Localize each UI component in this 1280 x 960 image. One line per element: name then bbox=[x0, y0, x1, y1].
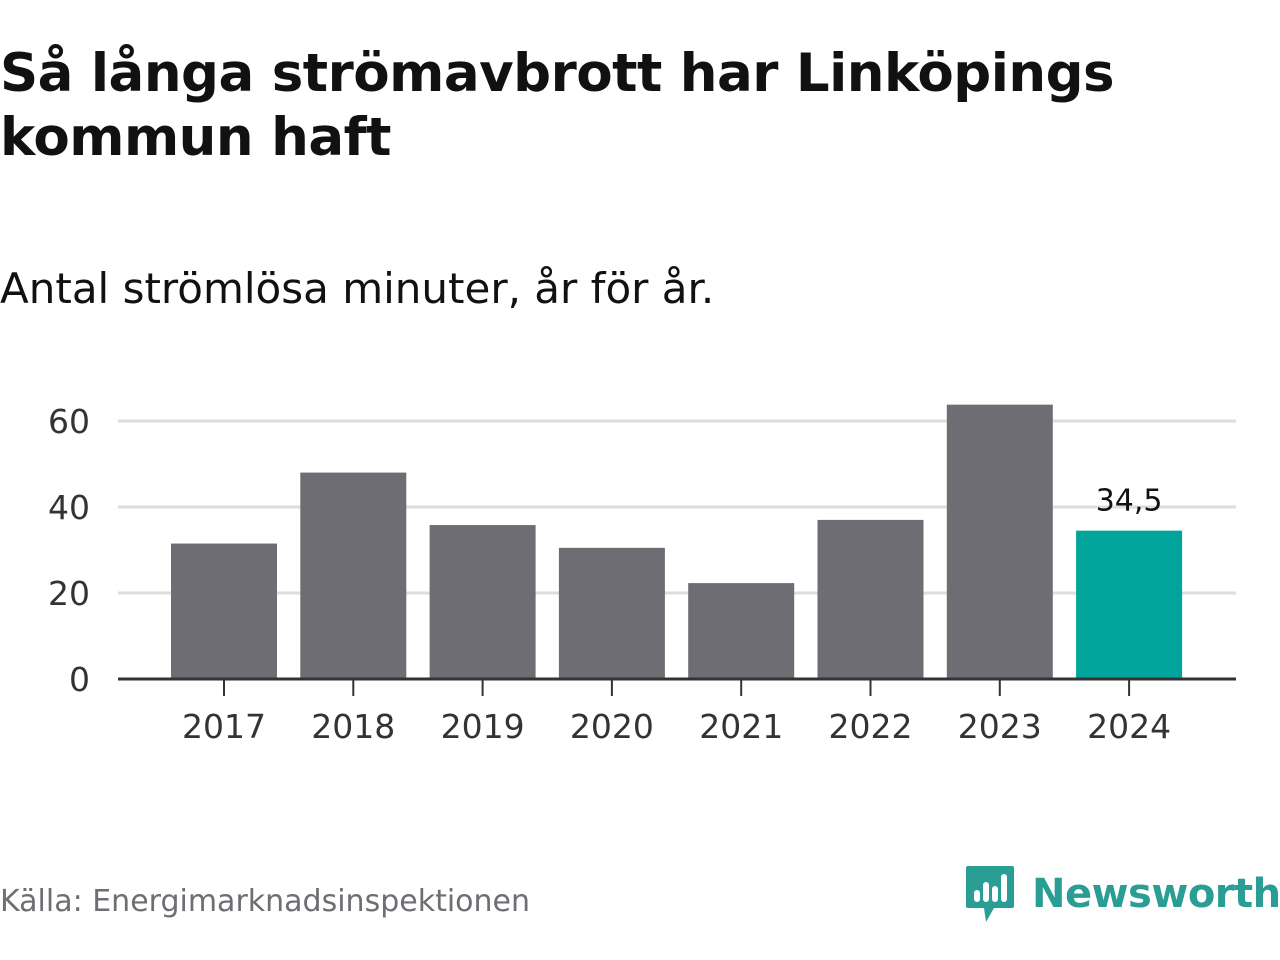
x-tick-label: 2024 bbox=[1087, 707, 1171, 746]
bars bbox=[171, 404, 1183, 679]
y-tick-label: 20 bbox=[48, 574, 90, 613]
gridlines bbox=[118, 419, 1236, 595]
x-tick-label: 2022 bbox=[829, 707, 913, 746]
newsworthy-logo: Newsworthy bbox=[964, 862, 1280, 926]
bar-2018 bbox=[300, 472, 407, 679]
bar-2024 bbox=[1076, 530, 1183, 679]
bar-2020 bbox=[558, 547, 665, 679]
x-tick-label: 2023 bbox=[958, 707, 1042, 746]
bar-2017 bbox=[171, 543, 277, 679]
x-axis-ticks: 2017 2018 2019 2020 2021 2022 2023 2024 bbox=[182, 679, 1171, 746]
bar-2019 bbox=[429, 525, 536, 679]
source-note: Källa: Energimarknadsinspektionen bbox=[0, 884, 531, 919]
bar-2023 bbox=[946, 404, 1053, 679]
bar-chart: 0 20 40 60 2017 2018 2019 2020 2021 2022 2023 2024… bbox=[48, 402, 1236, 746]
y-tick-label: 60 bbox=[48, 402, 90, 441]
data-labels: 34,5 bbox=[1096, 484, 1163, 519]
chart-title: Så långa strömavbrott har Linköpings kom… bbox=[0, 43, 1115, 168]
y-tick-label: 0 bbox=[69, 660, 90, 699]
newsworthy-logo-icon bbox=[966, 866, 1014, 922]
bar-2022 bbox=[817, 519, 924, 679]
x-tick-label: 2017 bbox=[182, 707, 266, 746]
logo-text: Newsworthy bbox=[1032, 871, 1280, 917]
x-tick-label: 2020 bbox=[570, 707, 654, 746]
y-axis-ticks: 0 20 40 60 bbox=[48, 402, 90, 699]
bar-2021 bbox=[688, 583, 795, 679]
x-tick-label: 2019 bbox=[441, 707, 525, 746]
y-tick-label: 40 bbox=[48, 488, 90, 527]
data-label-2024: 34,5 bbox=[1096, 484, 1163, 519]
chart-subtitle: Antal strömlösa minuter, år för år. bbox=[0, 264, 715, 313]
x-tick-label: 2018 bbox=[311, 707, 395, 746]
x-tick-label: 2021 bbox=[699, 707, 783, 746]
